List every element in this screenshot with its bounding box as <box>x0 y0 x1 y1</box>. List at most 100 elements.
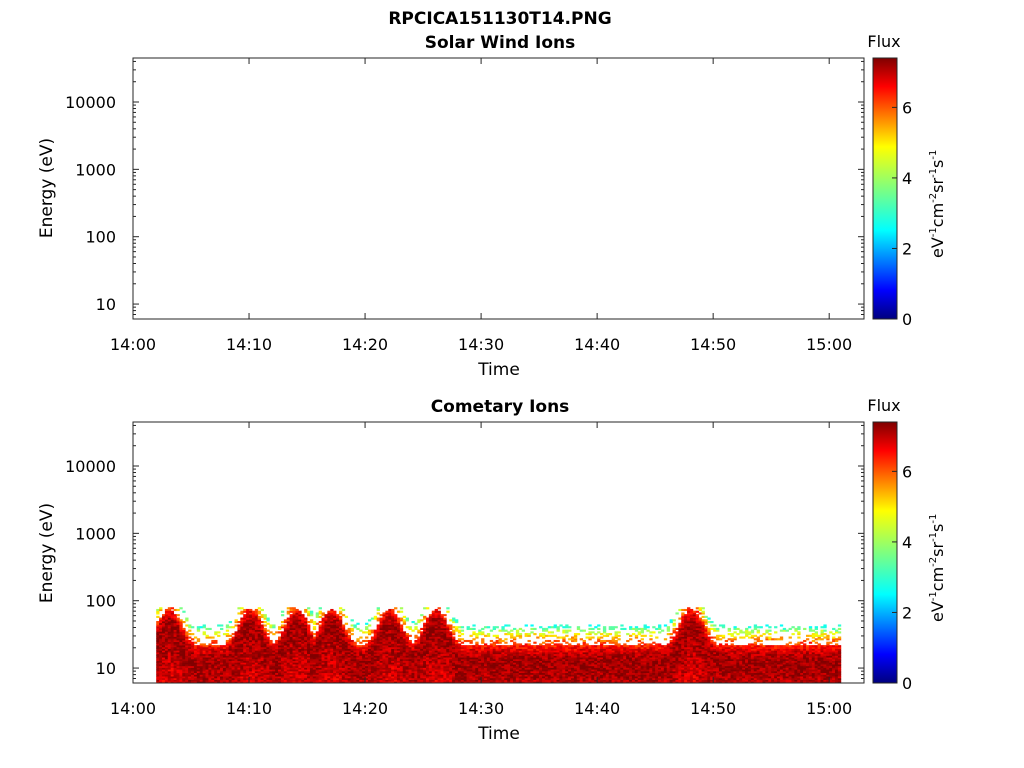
spectrogram-cell <box>423 679 427 682</box>
spectrogram-cell <box>440 639 444 643</box>
spectrogram-cell <box>292 650 296 653</box>
spectrogram-cell <box>556 660 560 663</box>
spectrogram-cell <box>562 646 566 649</box>
spectrogram-cell <box>240 638 244 641</box>
spectrogram-cell <box>394 619 398 622</box>
spectrogram-cell <box>289 641 293 644</box>
spectrogram-cell <box>452 677 456 680</box>
spectrogram-cell <box>405 679 409 682</box>
spectrogram-cell <box>501 646 505 649</box>
spectrogram-cell <box>289 636 293 639</box>
spectrogram-cell <box>246 648 250 651</box>
spectrogram-cell <box>362 655 366 658</box>
spectrogram-cell <box>304 627 308 631</box>
spectrogram-cell <box>533 648 537 651</box>
spectrogram-cell <box>542 676 546 679</box>
spectrogram-cell <box>443 652 447 655</box>
spectrogram-cell <box>411 660 415 663</box>
spectrogram-cell <box>330 652 334 655</box>
spectrogram-cell <box>472 667 476 670</box>
spectrogram-cell <box>280 621 285 624</box>
spectrogram-cell <box>492 672 496 675</box>
spectrogram-cell <box>396 610 401 613</box>
spectrogram-cell <box>437 645 441 648</box>
spectrogram-cell <box>428 658 433 662</box>
spectrogram-cell <box>240 645 244 648</box>
spectrogram-cell <box>173 638 177 641</box>
spectrogram-cell <box>420 679 424 682</box>
spectrogram-cell <box>373 662 378 665</box>
spectrogram-cell <box>321 679 325 682</box>
spectrogram-cell <box>510 676 514 679</box>
spectrogram-cell <box>536 653 540 656</box>
spectrogram-cell <box>272 679 276 682</box>
spectrogram-cell <box>251 681 256 684</box>
spectrogram-cell <box>327 672 331 675</box>
spectrogram-cell <box>365 667 369 670</box>
spectrogram-cell <box>498 655 502 658</box>
spectrogram-cell <box>286 670 291 674</box>
spectrogram-cell <box>376 681 380 684</box>
spectrogram-cell <box>272 676 276 679</box>
spectrogram-cell <box>394 672 398 675</box>
spectrogram-cell <box>588 653 592 656</box>
spectrogram-cell <box>179 645 183 648</box>
spectrogram-cell <box>333 622 337 625</box>
spectrogram-cell <box>289 652 293 655</box>
spectrogram-cell <box>533 662 537 665</box>
spectrogram-cell <box>501 670 505 674</box>
spectrogram-cell <box>266 669 270 672</box>
spectrogram-cell <box>510 681 514 684</box>
spectrogram-cell <box>524 653 528 656</box>
spectrogram-cell <box>399 650 404 653</box>
spectrogram-cell <box>515 670 520 674</box>
spectrogram-cell <box>423 627 427 631</box>
spectrogram-cell <box>312 664 317 667</box>
spectrogram-cell <box>472 662 476 665</box>
spectrogram-cell <box>353 679 357 682</box>
spectrogram-cell <box>420 650 424 653</box>
spectrogram-cell <box>513 679 517 682</box>
spectrogram-cell <box>533 633 537 636</box>
spectrogram-cell <box>333 615 337 618</box>
spectrogram-cell <box>414 634 418 637</box>
spectrogram-cell <box>367 658 372 662</box>
spectrogram-cell <box>173 677 177 680</box>
spectrogram-cell <box>263 664 267 667</box>
spectrogram-cell <box>246 641 250 644</box>
spectrogram-cell <box>228 653 233 656</box>
spectrogram-cell <box>167 677 172 680</box>
spectrogram-cell <box>272 667 276 670</box>
spectrogram-cell <box>260 627 264 631</box>
spectrogram-cell <box>164 627 169 631</box>
spectrogram-cell <box>382 670 386 674</box>
spectrogram-cell <box>289 657 293 660</box>
spectrogram-cell <box>440 627 444 631</box>
spectrogram-cell <box>518 650 523 653</box>
spectrogram-cell <box>301 679 305 682</box>
spectrogram-cell <box>188 629 192 632</box>
spectrogram-cell <box>399 653 404 656</box>
spectrogram-cell <box>164 619 169 622</box>
spectrogram-cell <box>205 645 209 648</box>
spectrogram-cell <box>272 650 276 653</box>
spectrogram-cell <box>246 617 250 620</box>
spectrogram-cell <box>370 677 375 680</box>
spectrogram-cell <box>338 657 343 660</box>
spectrogram-cell <box>246 658 250 662</box>
spectrogram-cell <box>542 641 546 644</box>
spectrogram-cell <box>475 669 479 672</box>
spectrogram-cell <box>492 634 496 637</box>
spectrogram-cell <box>443 645 447 648</box>
spectrogram-cell <box>573 679 578 682</box>
spectrogram-cell <box>234 624 238 627</box>
spectrogram-cell <box>240 636 244 639</box>
spectrogram-cell <box>582 667 586 670</box>
spectrogram-cell <box>396 657 401 660</box>
spectrogram-cell <box>304 658 308 662</box>
spectrogram-cell <box>333 662 337 665</box>
spectrogram-cell <box>425 607 430 610</box>
spectrogram-cell <box>301 636 305 639</box>
spectrogram-cell <box>428 641 433 644</box>
spectrogram-cell <box>507 624 511 627</box>
